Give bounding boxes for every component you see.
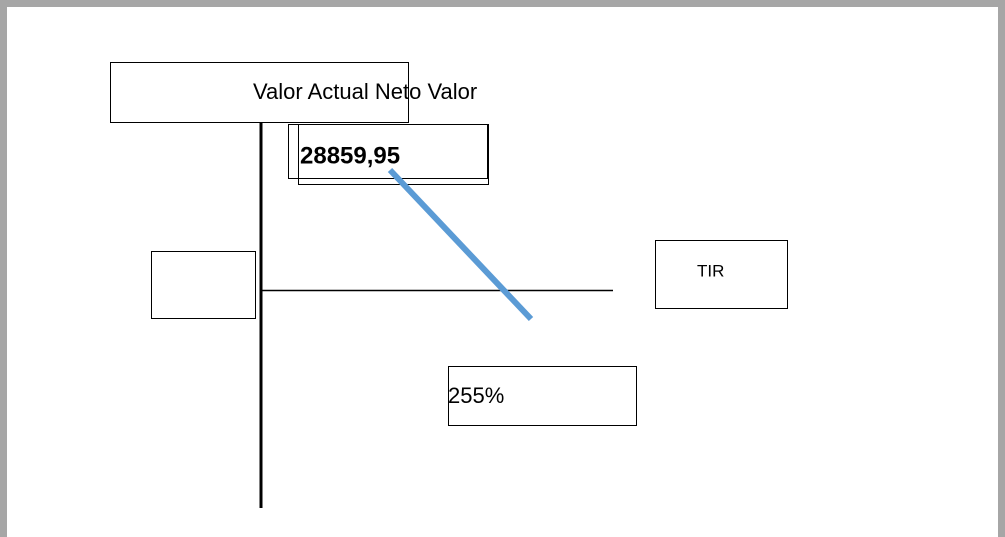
header-box — [110, 62, 409, 123]
npv-line — [387, 167, 534, 322]
irr-label: TIR — [697, 261, 724, 280]
irr-box — [655, 240, 788, 309]
right-border — [998, 0, 1005, 537]
npv-box-inner — [298, 124, 489, 185]
empty-box — [151, 251, 256, 319]
left-border — [0, 0, 7, 537]
header-text: Valor Actual Neto Valor — [253, 79, 477, 104]
irr-value-box — [448, 366, 637, 426]
npv-value: 28859,95 — [300, 142, 400, 169]
top-border — [0, 0, 1005, 7]
irr-value: 255% — [448, 383, 504, 408]
